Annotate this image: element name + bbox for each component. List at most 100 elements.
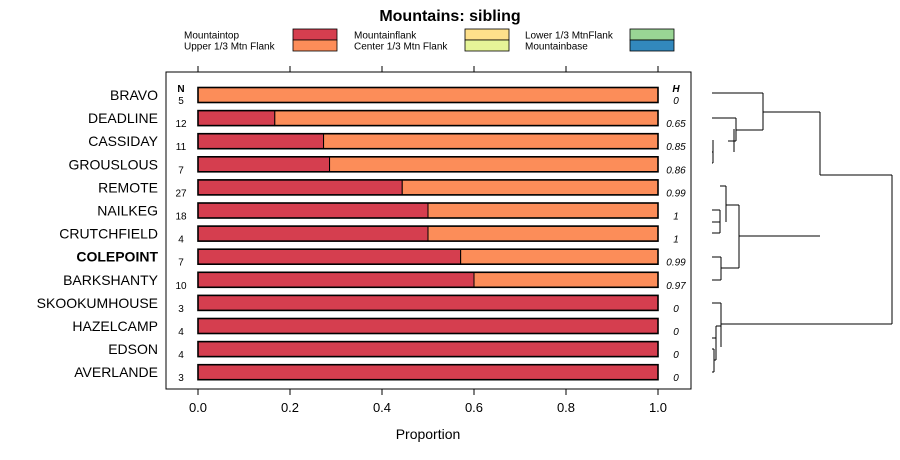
legend-swatch (464, 39, 510, 52)
category-label: SKOOKUMHOUSE (37, 295, 158, 311)
n-value: 27 (175, 188, 187, 199)
bar-segment (401, 179, 659, 196)
h-value: 0.99 (666, 258, 686, 269)
x-tick-label: 0.0 (189, 400, 207, 415)
bar-segment (197, 110, 276, 127)
category-label: BARKSHANTY (63, 272, 159, 288)
bar-segment (427, 202, 659, 219)
n-value: 4 (178, 327, 184, 338)
bar-segment (197, 179, 403, 196)
bar-outline (197, 317, 659, 335)
category-label: EDSON (108, 341, 158, 357)
n-value: 3 (178, 373, 184, 384)
h-value: 0 (673, 327, 679, 338)
legend-label: Center 1/3 Mtn Flank (354, 42, 448, 53)
n-value: 4 (178, 235, 184, 246)
bar-segment (197, 202, 429, 219)
bar-segment (197, 341, 659, 358)
h-value: 0.99 (666, 188, 686, 199)
bar-outline (197, 340, 659, 358)
bar-outline (197, 248, 659, 265)
bar-outline (197, 132, 659, 150)
h-value: 0 (673, 373, 679, 384)
legend-label: Mountaintop (184, 31, 239, 42)
h-value: 0.65 (666, 119, 686, 130)
n-value: 5 (178, 96, 184, 107)
n-value: 3 (178, 304, 184, 315)
legend-label: Lower 1/3 MtnFlank (525, 31, 614, 42)
plot-frame (165, 71, 692, 390)
category-label: COLEPOINT (76, 249, 158, 265)
bar-segment (197, 133, 325, 150)
bar-outline (197, 225, 659, 242)
x-tick-label: 1.0 (649, 400, 667, 415)
bar-segment (197, 318, 659, 334)
legend-swatch (464, 28, 510, 41)
bar-outline (197, 86, 659, 104)
x-axis: 0.0 0.2 0.4 0.6 0.8 1.0 (189, 66, 667, 415)
h-value: 0.97 (666, 281, 686, 292)
n-column-header: N (177, 84, 184, 95)
legend-label: Mountainflank (354, 31, 417, 42)
n-value: 7 (178, 165, 184, 176)
legend-swatch (629, 39, 675, 52)
bar-segment (197, 156, 331, 173)
legend-label: Upper 1/3 Mtn Flank (184, 42, 276, 53)
bar-outline (197, 271, 659, 289)
category-label: REMOTE (98, 179, 158, 195)
h-value: 0 (673, 304, 679, 315)
legend-swatch (292, 39, 338, 52)
category-label: CASSIDAY (88, 133, 158, 149)
bar-outline (197, 109, 659, 127)
category-label: NAILKEG (97, 203, 158, 219)
legend-label: Mountainbase (525, 42, 588, 53)
bar-segment (274, 110, 659, 127)
category-label: BRAVO (110, 87, 158, 103)
bar-outline (197, 294, 659, 312)
bar-segment (323, 133, 659, 150)
n-value: 11 (176, 142, 187, 153)
category-label: DEADLINE (88, 110, 158, 126)
bar-segment (197, 271, 475, 288)
category-label: GROUSLOUS (69, 156, 158, 172)
n-value: 4 (178, 350, 184, 361)
bar-segment (197, 294, 659, 311)
bar-segment (197, 87, 659, 103)
bar-segment (197, 364, 659, 381)
n-value: 18 (175, 212, 187, 223)
bar-outline (197, 363, 659, 381)
h-value: 1 (673, 212, 679, 223)
h-value: 0.85 (666, 142, 686, 153)
bar-outline (197, 156, 659, 173)
x-axis-label: Proportion (396, 426, 461, 442)
h-value: 0.86 (666, 165, 686, 176)
legend-swatch (292, 28, 338, 41)
bar-segment (197, 225, 429, 242)
n-value: 10 (175, 281, 187, 292)
bar-segment (473, 271, 659, 288)
bar-segment (197, 248, 462, 265)
x-tick-label: 0.4 (373, 400, 391, 415)
category-label: HAZELCAMP (72, 318, 158, 334)
category-label: AVERLANDE (74, 364, 158, 380)
h-column-header: H (672, 84, 680, 95)
bar-segment (427, 225, 659, 242)
n-value: 12 (175, 119, 187, 130)
bar-segment (460, 248, 659, 265)
h-value: 0 (673, 350, 679, 361)
legend-swatch (629, 28, 675, 41)
bar-outline (197, 202, 659, 219)
bar-segment (329, 156, 659, 173)
h-value: 0 (673, 96, 679, 107)
x-tick-label: 0.6 (465, 400, 483, 415)
bar-outline (197, 179, 659, 196)
x-tick-label: 0.8 (557, 400, 575, 415)
dendrogram (712, 92, 893, 373)
h-value: 1 (673, 235, 679, 246)
chart-title: Mountains: sibling (379, 8, 520, 25)
category-label: CRUTCHFIELD (59, 226, 158, 242)
n-value: 7 (178, 258, 184, 269)
